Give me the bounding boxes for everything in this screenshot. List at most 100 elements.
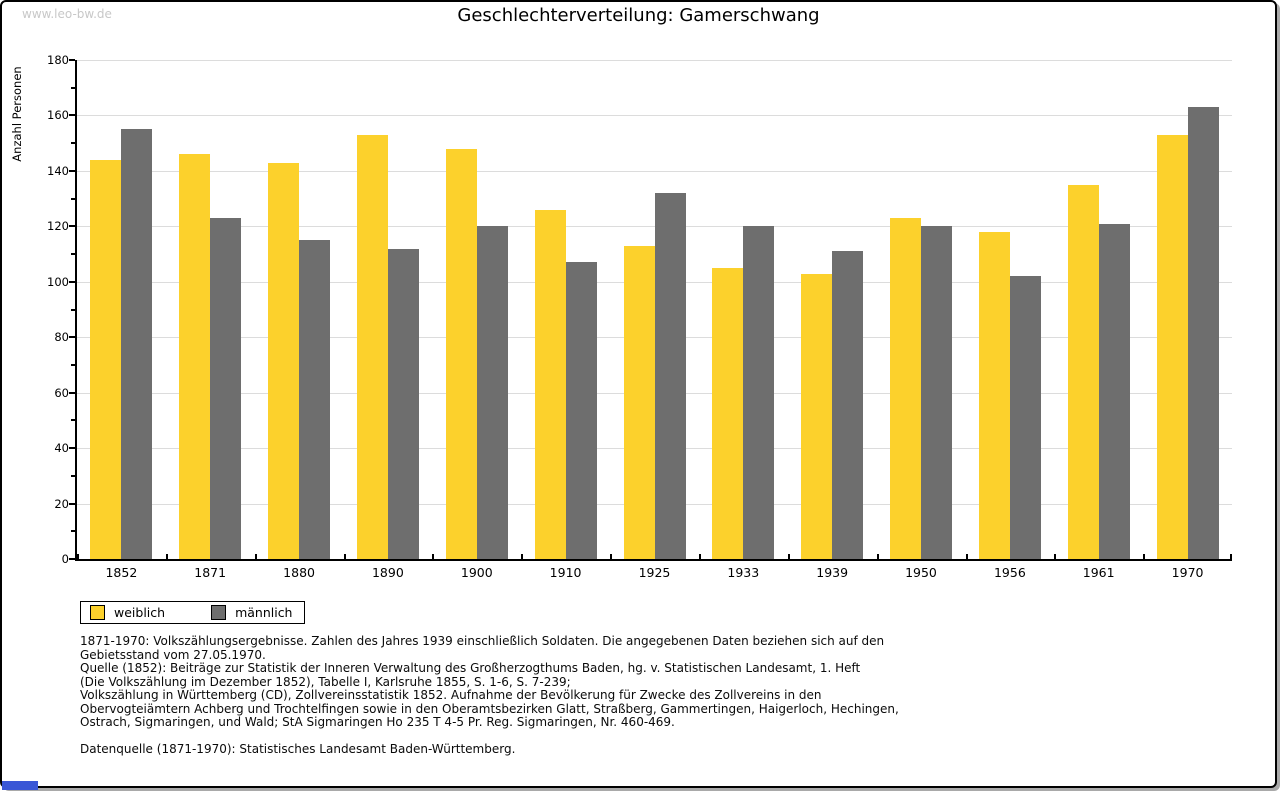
bar-weiblich-1961 — [1067, 184, 1099, 559]
legend-label-weiblich: weiblich — [114, 605, 166, 620]
footnote-line-3: Quelle (1852): Beiträge zur Statistik de… — [80, 661, 861, 675]
footnote-line-7: Ostrach, Sigmaringen, und Wald; StA Sigm… — [80, 715, 675, 729]
x-boundary-tick-7 — [698, 554, 701, 559]
y-major-tick-140 — [69, 169, 75, 172]
y-major-tick-20 — [69, 502, 75, 505]
bottom-left-blue-artifact — [2, 781, 38, 790]
y-tick-label-80: 80 — [54, 330, 69, 345]
bar-weiblich-1890 — [357, 134, 388, 559]
y-minor-tick-130 — [71, 197, 75, 200]
plot-area: 0 20 40 60 80 100 120 140 160 180 1852 1871 1880 1890… — [47, 53, 1232, 580]
x-tick-label-1956: 1956 — [993, 565, 1026, 580]
gridline-y-180 — [77, 60, 1232, 61]
x-boundary-tick-4 — [432, 554, 435, 559]
bar-weiblich-1956 — [978, 231, 1010, 559]
y-tick-label-180: 180 — [47, 53, 69, 67]
bar-weiblich-1852 — [90, 159, 122, 559]
bar-weiblich-1933 — [712, 267, 744, 559]
y-tick-label-0: 0 — [61, 552, 69, 566]
bar-männlich-1950 — [921, 226, 952, 559]
x-tick-label-1933: 1933 — [727, 565, 760, 580]
bar-männlich-1852 — [121, 129, 153, 559]
x-tick-label-1900: 1900 — [460, 565, 493, 580]
bar-männlich-1961 — [1098, 223, 1130, 559]
y-minor-tick-50 — [71, 419, 75, 422]
x-boundary-tick-6 — [610, 554, 613, 559]
footnote-line-2: Gebietsstand vom 27.05.1970. — [80, 647, 266, 662]
gridline-y-160 — [77, 115, 1232, 117]
y-tick-label-120: 120 — [47, 219, 69, 234]
footnote-line-8 — [80, 730, 1230, 744]
x-boundary-tick-5 — [521, 554, 524, 559]
x-tick-label-1939: 1939 — [816, 565, 849, 580]
x-boundary-tick-2 — [254, 554, 257, 559]
x-tick-label-1880: 1880 — [283, 565, 315, 580]
footnote-line-5: Volkszählung in Württemberg (CD), Zollve… — [80, 688, 822, 702]
bar-männlich-1871 — [210, 218, 242, 559]
x-boundary-tick-9 — [876, 554, 879, 559]
bar-weiblich-1950 — [890, 218, 921, 559]
footnote-line-1: 1871-1970: Volkszählungsergebnisse. Zahl… — [80, 634, 885, 648]
chart-title: Geschlechterverteilung: Gamerschwang — [457, 5, 820, 26]
y-minor-tick-30 — [71, 474, 75, 477]
x-boundary-tick-0 — [77, 554, 79, 559]
y-major-tick-180 — [69, 59, 75, 61]
y-major-tick-80 — [69, 336, 75, 339]
bar-weiblich-1939 — [801, 273, 833, 559]
y-tick-label-60: 60 — [54, 385, 69, 400]
gridline-y-140 — [77, 170, 1232, 172]
y-major-tick-160 — [69, 114, 75, 117]
bar-männlich-1956 — [1009, 276, 1041, 559]
y-major-tick-60 — [69, 391, 75, 394]
bar-männlich-1880 — [299, 240, 331, 559]
y-axis-title: Anzahl Personen — [10, 66, 24, 162]
y-minor-tick-90 — [71, 308, 75, 311]
footnotes: 1871-1970: Volkszählungsergebnisse. Zahl… — [80, 634, 1230, 757]
x-tick-label-1871: 1871 — [194, 565, 227, 580]
x-boundary-tick-11 — [1054, 554, 1057, 559]
bar-weiblich-1925 — [623, 245, 655, 559]
y-major-tick-40 — [69, 447, 75, 450]
watermark-url: www.leo-bw.de — [22, 7, 112, 21]
legend-item-männlich: männlich — [211, 605, 292, 620]
y-tick-label-100: 100 — [47, 274, 69, 289]
y-minor-tick-110 — [71, 253, 75, 256]
legend-box: weiblich männlich — [80, 601, 306, 624]
y-major-tick-0 — [69, 558, 75, 560]
x-boundary-tick-1 — [165, 554, 168, 559]
bar-männlich-1910 — [565, 262, 597, 559]
footnote-line-9: Datenquelle (1871-1970): Statistisches L… — [80, 742, 516, 756]
bar-männlich-1939 — [832, 251, 864, 559]
x-tick-label-1925: 1925 — [638, 565, 671, 580]
bar-männlich-1890 — [388, 248, 419, 559]
bar-weiblich-1970 — [1156, 134, 1188, 559]
bar-männlich-1900 — [476, 226, 508, 559]
y-major-tick-120 — [69, 225, 75, 228]
bar-weiblich-1880 — [268, 162, 300, 559]
y-major-tick-100 — [69, 280, 75, 283]
x-tick-label-1910: 1910 — [549, 565, 582, 580]
y-tick-label-20: 20 — [54, 496, 69, 511]
legend-label-männlich: männlich — [235, 605, 293, 620]
bar-weiblich-1910 — [534, 209, 566, 559]
y-tick-label-160: 160 — [47, 108, 69, 123]
x-boundary-tick-8 — [787, 554, 790, 559]
x-tick-label-1890: 1890 — [371, 565, 404, 580]
y-minor-tick-170 — [71, 86, 75, 89]
legend-item-weiblich: weiblich — [90, 605, 165, 620]
y-minor-tick-70 — [71, 363, 75, 366]
legend-swatch-männlich — [211, 605, 227, 620]
x-boundary-tick-13 — [1230, 554, 1232, 559]
legend-swatch-weiblich — [90, 605, 105, 620]
bar-männlich-1925 — [654, 193, 686, 559]
footnote-line-6: Obervogteiämtern Achberg und Trochtelfin… — [80, 701, 899, 716]
x-boundary-tick-3 — [343, 554, 346, 559]
x-tick-label-1961: 1961 — [1082, 565, 1115, 580]
x-tick-label-1950: 1950 — [905, 565, 937, 580]
bar-männlich-1970 — [1187, 107, 1219, 559]
x-boundary-tick-12 — [1143, 554, 1146, 559]
x-boundary-tick-10 — [965, 554, 968, 559]
footnote-line-4: (Die Volkszählung im Dezember 1852), Tab… — [80, 674, 571, 689]
y-minor-tick-10 — [71, 530, 75, 533]
